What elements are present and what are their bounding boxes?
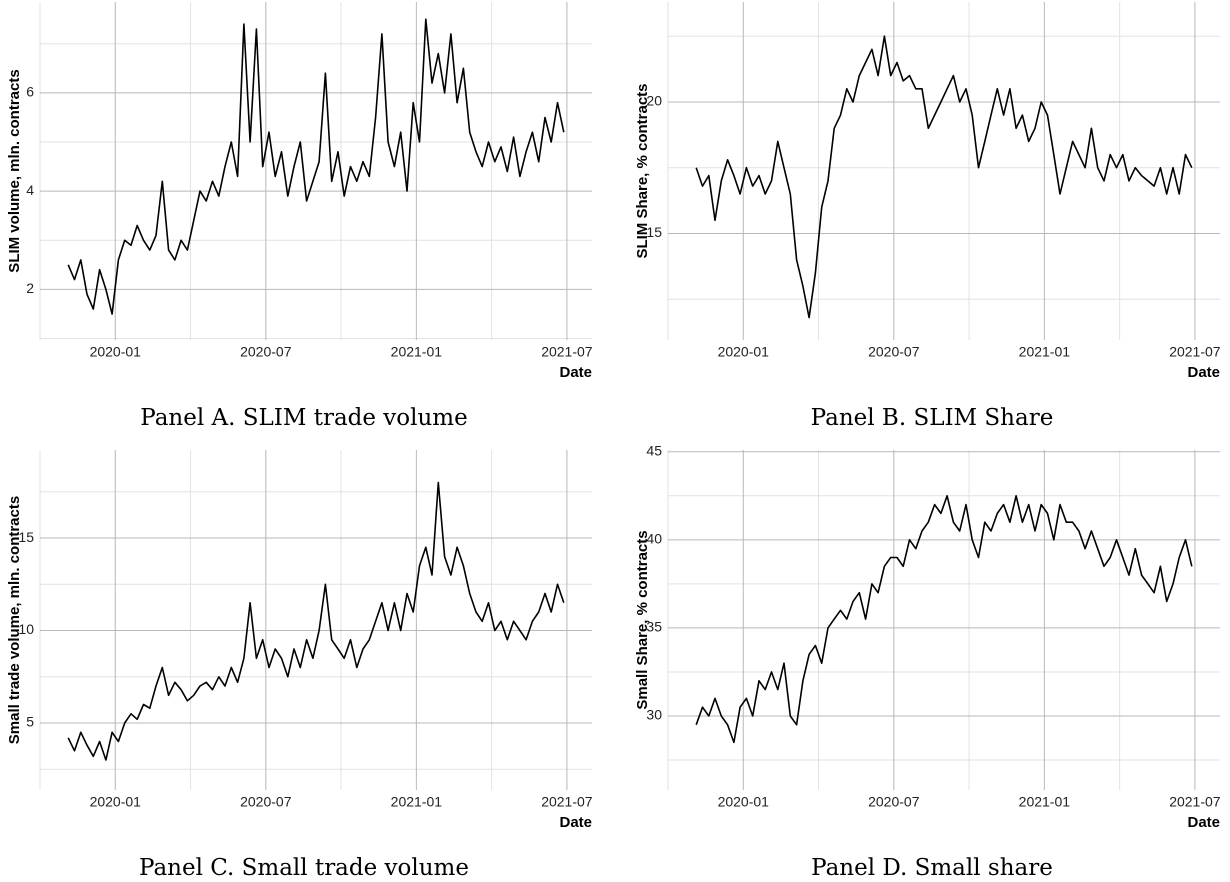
x-tick-label: 2021-07 — [541, 794, 593, 810]
x-tick-label: 2020-07 — [868, 794, 920, 810]
series-line — [67, 18, 565, 315]
panel-caption: Panel D. Small share — [811, 855, 1053, 881]
x-axis-title: Date — [559, 814, 592, 831]
series-line — [695, 495, 1193, 744]
x-tick-label: 2020-07 — [240, 794, 292, 810]
y-tick-label: 35 — [646, 619, 662, 635]
y-tick-label: 5 — [26, 714, 34, 730]
y-tick-label: 2 — [26, 280, 34, 296]
panel-caption: Panel B. SLIM Share — [811, 405, 1054, 431]
x-tick-label: 2021-07 — [1169, 344, 1221, 360]
y-tick-label: 15 — [646, 224, 662, 240]
x-axis-title: Date — [1187, 364, 1220, 381]
y-tick-label: 20 — [646, 93, 662, 109]
y-tick-label: 30 — [646, 707, 662, 723]
x-tick-label: 2020-07 — [868, 344, 920, 360]
x-tick-label: 2020-01 — [718, 344, 770, 360]
panel-caption: Panel A. SLIM trade volume — [140, 405, 467, 431]
panel-caption: Panel C. Small trade volume — [139, 855, 469, 881]
y-tick-label: 15 — [18, 529, 34, 545]
y-axis-title: SLIM volume, mln. contracts — [6, 69, 23, 272]
series-line — [67, 481, 565, 761]
y-tick-label: 45 — [646, 442, 662, 458]
x-tick-label: 2020-01 — [90, 794, 142, 810]
x-axis-title: Date — [1187, 814, 1220, 831]
series-line — [695, 35, 1193, 319]
x-tick-label: 2021-01 — [391, 794, 443, 810]
y-axis-title: SLIM Share, % contracts — [634, 83, 651, 258]
x-tick-label: 2020-01 — [718, 794, 770, 810]
x-tick-label: 2021-07 — [541, 344, 593, 360]
y-axis-title: Small trade volume, mln. contracts — [6, 496, 23, 744]
x-tick-label: 2021-01 — [1019, 794, 1071, 810]
x-tick-label: 2021-01 — [391, 344, 443, 360]
y-tick-label: 10 — [18, 621, 34, 637]
y-tick-label: 4 — [26, 182, 34, 198]
y-tick-label: 6 — [26, 84, 34, 100]
y-axis-title: Small Share, % contracts — [634, 530, 651, 709]
x-axis-title: Date — [559, 364, 592, 381]
x-tick-label: 2021-01 — [1019, 344, 1071, 360]
x-tick-label: 2020-07 — [240, 344, 292, 360]
x-tick-label: 2021-07 — [1169, 794, 1221, 810]
y-tick-label: 40 — [646, 531, 662, 547]
x-tick-label: 2020-01 — [90, 344, 142, 360]
